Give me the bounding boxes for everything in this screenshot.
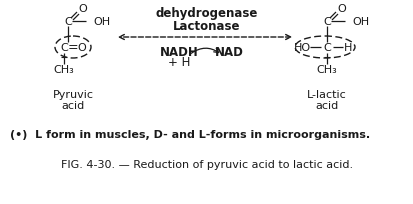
Text: dehydrogenase: dehydrogenase <box>156 8 258 20</box>
Text: CH₃: CH₃ <box>317 65 337 75</box>
Text: C: C <box>60 43 68 53</box>
Text: OH: OH <box>352 17 369 27</box>
Text: acid: acid <box>62 101 85 110</box>
Text: Pyruvic: Pyruvic <box>52 90 93 100</box>
Text: =: = <box>68 41 78 54</box>
Text: C: C <box>323 43 331 53</box>
Text: CH₃: CH₃ <box>54 65 74 75</box>
Text: H: H <box>344 43 352 53</box>
Text: acid: acid <box>316 101 339 110</box>
Text: C: C <box>64 17 72 27</box>
Text: O: O <box>337 4 347 14</box>
Text: (•)  L form in muscles, D- and L-forms in microorganisms.: (•) L form in muscles, D- and L-forms in… <box>10 129 370 139</box>
Text: NADH: NADH <box>160 45 198 58</box>
Text: OH: OH <box>93 17 110 27</box>
Text: O: O <box>78 4 88 14</box>
Text: FIG. 4-30. — Reduction of pyruvic acid to lactic acid.: FIG. 4-30. — Reduction of pyruvic acid t… <box>61 159 353 169</box>
Text: O: O <box>78 43 86 53</box>
Text: Lactonase: Lactonase <box>173 19 241 32</box>
Text: NAD: NAD <box>215 45 243 58</box>
Text: + H: + H <box>168 56 190 69</box>
Text: C: C <box>323 17 331 27</box>
Text: HO: HO <box>294 43 311 53</box>
Text: L-lactic: L-lactic <box>307 90 347 100</box>
